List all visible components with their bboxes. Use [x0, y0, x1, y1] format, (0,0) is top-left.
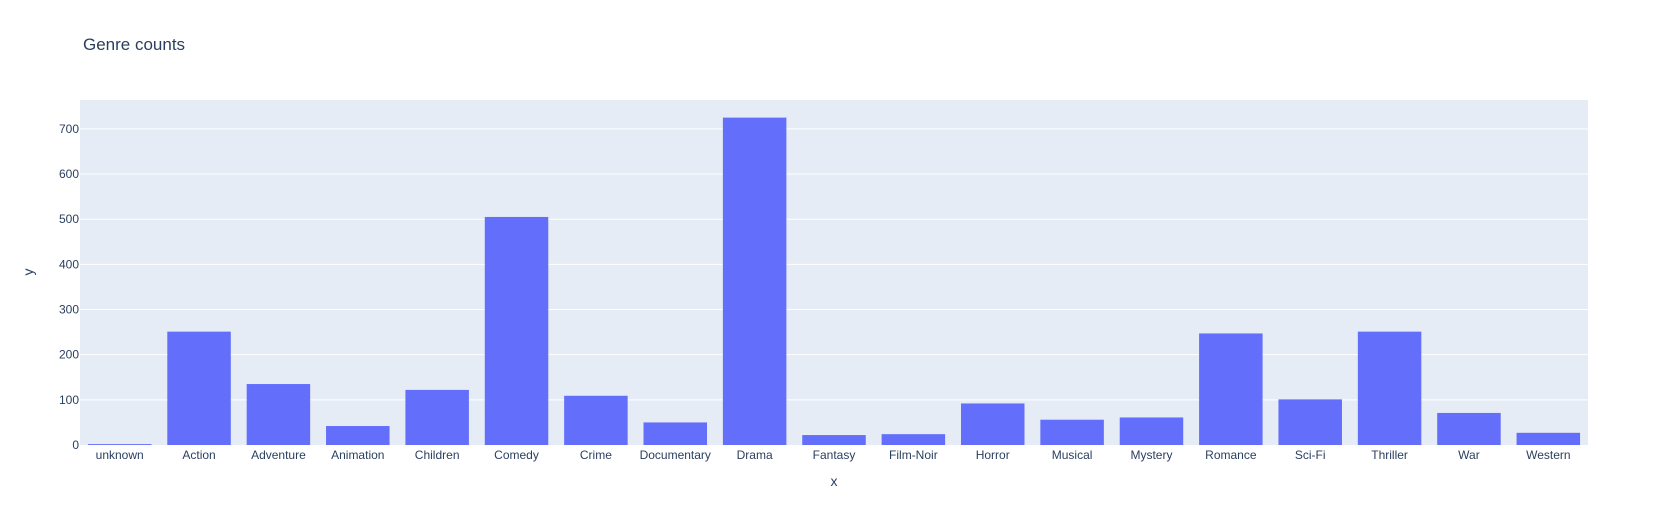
x-tick-labels: unknown Action Adventure Animation Children C… [96, 448, 1571, 462]
x-tick-label: Action [182, 448, 215, 462]
bars [87, 117, 1581, 445]
chart-title: Genre counts [83, 35, 185, 54]
plot-background [80, 100, 1588, 445]
bar-drama [722, 117, 787, 445]
bar-fantasy [802, 435, 866, 445]
y-tick-label: 0 [72, 438, 79, 452]
x-tick-label: Drama [737, 448, 773, 462]
y-tick-label: 400 [59, 257, 79, 271]
bar-horror [960, 403, 1025, 445]
bar-animation [326, 426, 390, 445]
bar-crime [564, 395, 628, 445]
bar-western [1516, 432, 1581, 445]
x-tick-label: Comedy [494, 448, 539, 462]
x-axis-title: x [831, 473, 838, 489]
x-tick-label: Horror [976, 448, 1010, 462]
y-tick-label: 100 [59, 393, 79, 407]
bar-war [1437, 412, 1501, 445]
x-tick-label: Fantasy [813, 448, 856, 462]
bar-musical [1040, 419, 1104, 445]
y-tick-label: 500 [59, 212, 79, 226]
x-tick-label: Documentary [640, 448, 711, 462]
x-tick-label: Thriller [1371, 448, 1408, 462]
x-tick-label: Children [415, 448, 460, 462]
y-gridlines [80, 128, 1588, 401]
y-tick-label: 600 [59, 167, 79, 181]
bar-comedy [484, 216, 549, 445]
x-tick-label: Western [1526, 448, 1570, 462]
x-tick-label: War [1458, 448, 1480, 462]
y-tick-label: 200 [59, 348, 79, 362]
bar-adventure [246, 384, 311, 445]
bar-sci-fi [1278, 399, 1342, 445]
bar-action [167, 331, 231, 445]
y-tick-label: 300 [59, 303, 79, 317]
bar-film-noir [881, 434, 946, 445]
x-tick-label: unknown [96, 448, 144, 462]
x-tick-label: Romance [1205, 448, 1257, 462]
bar-thriller [1357, 331, 1422, 445]
bar-children [405, 389, 469, 445]
bar-documentary [643, 422, 708, 445]
x-tick-label: Animation [331, 448, 384, 462]
x-tick-label: Film-Noir [889, 448, 938, 462]
x-tick-label: Adventure [251, 448, 306, 462]
bar-unknown [87, 444, 152, 445]
x-tick-label: Musical [1052, 448, 1093, 462]
bar-romance [1199, 333, 1263, 445]
y-axis-title: y [20, 269, 36, 276]
x-tick-label: Sci-Fi [1295, 448, 1326, 462]
y-tick-labels: 0 100 200 300 400 500 600 700 [59, 122, 79, 452]
x-tick-label: Crime [580, 448, 612, 462]
x-tick-label: Mystery [1130, 448, 1172, 462]
y-tick-label: 700 [59, 122, 79, 136]
bar-mystery [1119, 417, 1184, 445]
